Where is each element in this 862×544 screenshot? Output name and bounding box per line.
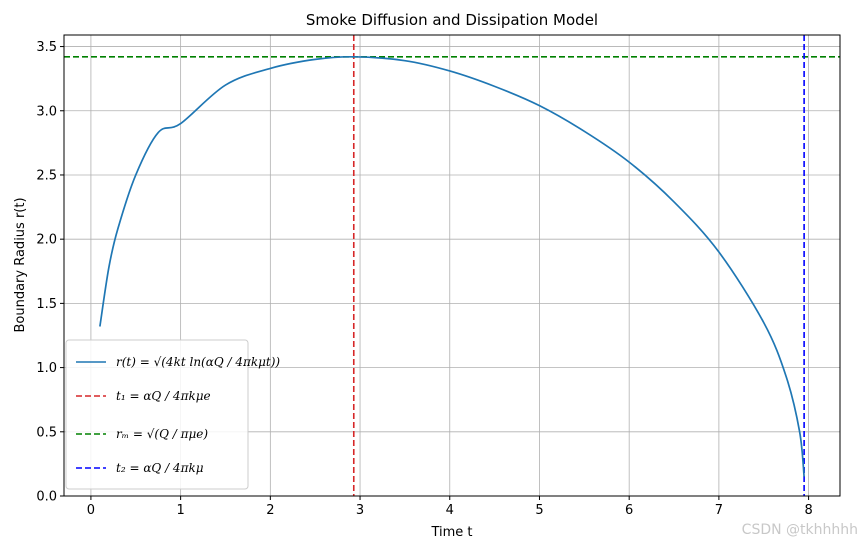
legend-entry-rm: rₘ = √(Q / πμe) [76, 427, 208, 441]
y-tick-label: 2.0 [36, 233, 57, 248]
legend-entry-t2: t₂ = αQ / 4πkμ [76, 461, 204, 475]
chart-title: Smoke Diffusion and Dissipation Model [306, 11, 598, 29]
y-tick-label: 0.5 [36, 425, 57, 440]
x-tick-label: 6 [625, 503, 633, 518]
x-tick-label: 3 [356, 503, 364, 518]
y-tick-label: 0.0 [36, 490, 57, 505]
watermark: CSDN @tkhhhhh [742, 522, 858, 538]
legend-box [65, 339, 249, 490]
x-tick-label: 4 [446, 503, 454, 518]
legend-label-t2: t₂ = αQ / 4πkμ [116, 461, 204, 475]
x-tick-label: 5 [535, 503, 543, 518]
x-tick-label: 2 [266, 503, 274, 518]
plot-area-frame [63, 34, 841, 497]
x-tick-label: 0 [87, 503, 95, 518]
series-layer [99, 55, 805, 477]
series-line-rt [99, 55, 805, 477]
legend-label-rt: r(t) = √(4kt ln(αQ / 4πkμt)) [116, 355, 280, 369]
axis-ticks: 0 1 2 3 4 5 6 7 8 0.0 0.5 1.0 1.5 2.0 2.5 3.0 3.5 [36, 40, 812, 518]
x-tick-label: 7 [715, 503, 723, 518]
legend-label-t1: t₁ = αQ / 4πkμe [116, 389, 211, 403]
y-tick-label: 2.5 [36, 168, 57, 183]
legend-entry-t1: t₁ = αQ / 4πkμe [76, 389, 211, 403]
x-tick-label: 1 [176, 503, 184, 518]
legend: r(t) = √(4kt ln(αQ / 4πkμt)) t₁ = αQ / 4… [65, 339, 280, 490]
x-tick-label: 8 [804, 503, 812, 518]
y-axis-title: Boundary Radius r(t) [13, 197, 28, 332]
legend-label-rm: rₘ = √(Q / πμe) [116, 427, 208, 441]
y-tick-label: 1.5 [36, 297, 57, 312]
y-tick-label: 3.5 [36, 40, 57, 55]
y-tick-label: 1.0 [36, 361, 57, 376]
x-axis-title: Time t [430, 525, 472, 540]
y-tick-label: 3.0 [36, 104, 57, 119]
reference-lines [64, 35, 840, 496]
legend-entry-rt: r(t) = √(4kt ln(αQ / 4πkμt)) [76, 355, 280, 369]
